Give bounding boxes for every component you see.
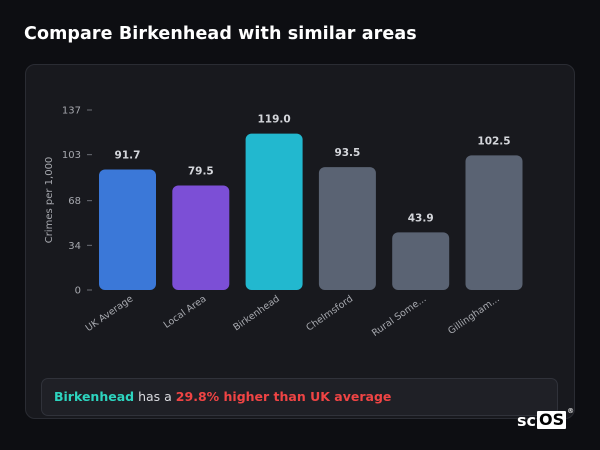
logo-prefix: sc [517,410,537,430]
x-tick-label: Birkenhead [231,293,281,333]
bar-5 [465,155,523,290]
bar-value-label: 102.5 [477,135,510,147]
y-tick-label: 34 [68,241,81,252]
summary-area-name: Birkenhead [54,389,135,404]
x-tick-label: Gillingham... [446,293,502,337]
y-tick-label: 68 [68,196,81,207]
summary-connector: has a [138,389,172,404]
bar-value-label: 79.5 [188,166,214,178]
bar-4 [392,232,450,290]
bar-1 [172,185,230,290]
summary-highlight: 29.8% higher than UK average [175,389,392,404]
bar-3 [318,167,376,290]
bar-value-label: 119.0 [257,114,290,126]
y-axis-label: Crimes per 1,000 [44,157,55,244]
comparison-summary: Birkenhead has a 29.8% higher than UK av… [41,378,558,416]
bar-2 [245,133,303,290]
y-tick-label: 0 [75,286,81,297]
scos-logo: sc OS ® [517,407,575,430]
x-tick-label: Local Area [162,293,209,330]
y-tick-label: 103 [62,150,81,161]
x-tick-label: Chelmsford [304,293,355,333]
x-tick-label: UK Average [84,293,136,334]
bar-value-label: 91.7 [115,150,141,162]
logo-boxed: OS [537,410,567,429]
bar-0 [99,169,156,290]
bar-value-label: 43.9 [408,212,434,224]
y-tick-label: 137 [62,106,81,117]
logo-registered-mark: ® [567,407,575,415]
bar-value-label: 93.5 [334,147,360,159]
page-title: Compare Birkenhead with similar areas [24,24,417,44]
x-tick-label: Rural Some... [370,293,428,338]
